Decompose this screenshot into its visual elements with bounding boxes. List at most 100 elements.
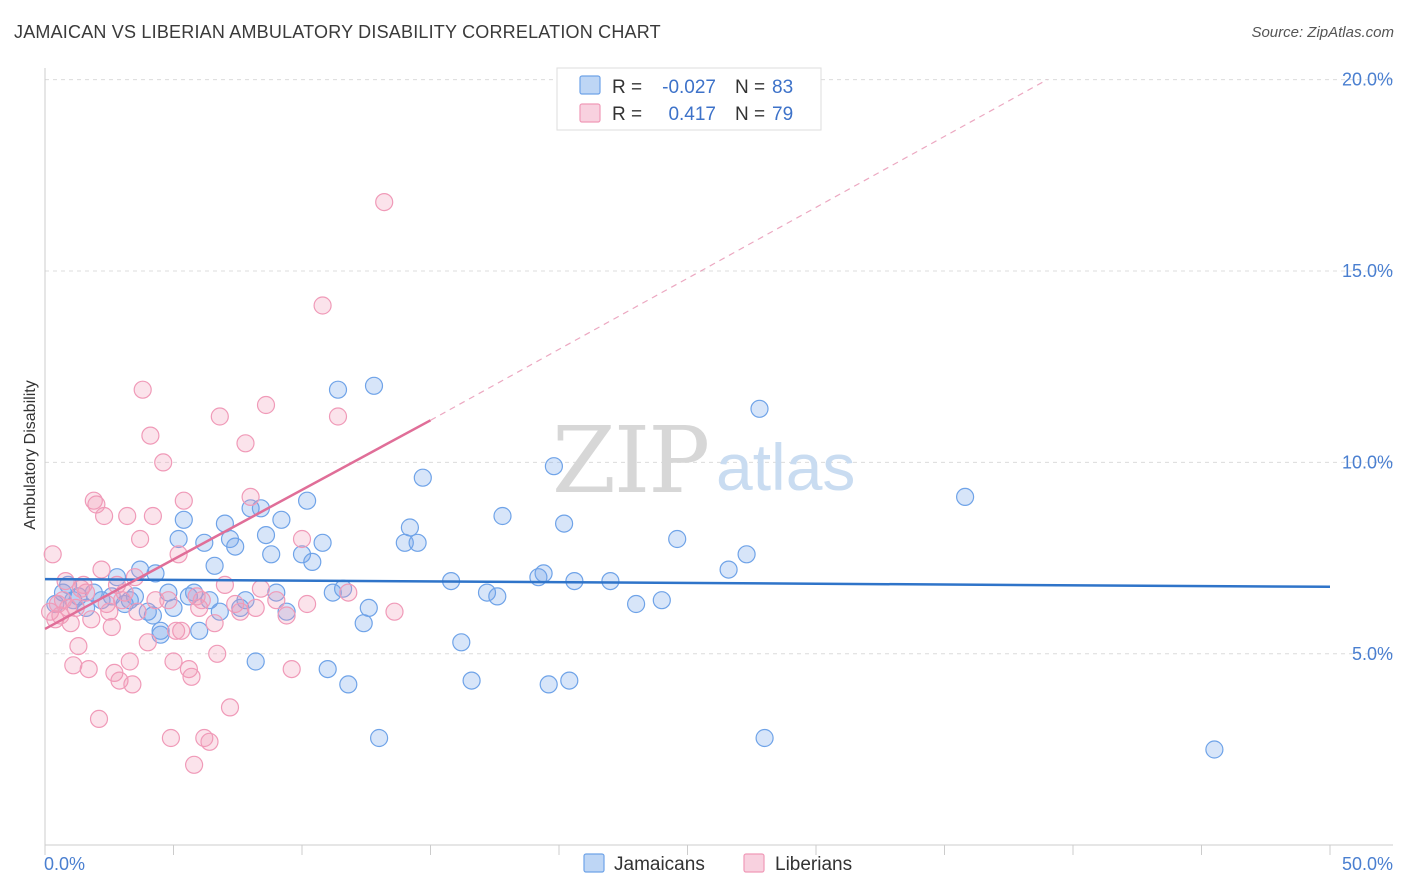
jamaicans-point-36: [246, 652, 265, 671]
bottom-legend-label-liberians: Liberians: [775, 854, 852, 875]
jamaicans-point-70: [554, 514, 574, 533]
liberians-point-51: [185, 755, 204, 774]
jamaicans-point-82: [1205, 740, 1224, 759]
liberians-point-9: [64, 656, 83, 675]
legend-r-label-jamaicans: R =: [612, 77, 642, 98]
liberians-point-45: [167, 621, 186, 640]
liberians-point-67: [251, 579, 270, 598]
jamaicans-point-34: [236, 591, 255, 610]
liberians-point-44: [164, 652, 183, 671]
liberians-point-16: [82, 610, 101, 629]
jamaicans-point-67: [534, 564, 553, 583]
liberians-point-15: [79, 659, 98, 679]
jamaicans-point-21: [169, 529, 188, 549]
liberians-point-70: [277, 606, 296, 625]
axes: [44, 68, 1393, 855]
jamaicans-point-77: [719, 560, 738, 579]
liberians-point-43: [161, 728, 180, 748]
liberians-point-23: [100, 602, 119, 621]
jamaicans-point-28: [205, 556, 224, 575]
bottom-legend-swatch-jamaicans: [583, 853, 605, 873]
legend-n-label-liberians: N =: [735, 104, 765, 125]
jamaicans-trend-line: [44, 577, 1331, 589]
top-legend-box: [556, 67, 822, 131]
liberians-point-75: [328, 407, 348, 426]
liberians-point-73: [298, 594, 317, 614]
liberians-point-74: [313, 296, 332, 315]
y-tick-label-0: 5.0%: [1352, 644, 1393, 664]
jamaicans-point-71: [560, 671, 579, 690]
jamaicans-point-42: [277, 602, 296, 621]
jamaicans-point-25: [190, 621, 209, 640]
liberians-point-30: [118, 506, 137, 526]
legend-r-value-liberians: 0.417: [668, 104, 716, 125]
liberians-point-71: [282, 659, 301, 679]
y-tick-label-1: 10.0%: [1342, 452, 1393, 472]
liberians-point-61: [220, 698, 240, 717]
liberians-point-34: [128, 602, 147, 621]
legend-r-value-jamaicans: -0.027: [662, 77, 716, 98]
jamaicans-point-51: [339, 675, 358, 694]
jamaicans-point-78: [737, 545, 756, 564]
jamaicans-point-41: [272, 510, 291, 529]
jamaicans-point-32: [226, 537, 245, 556]
jamaicans-point-62: [462, 671, 481, 690]
jamaicans-point-55: [370, 728, 389, 748]
jamaicans-point-59: [413, 468, 432, 487]
jamaicans-point-46: [313, 533, 332, 552]
jamaicans-point-48: [323, 583, 342, 602]
liberians-point-37: [138, 633, 157, 652]
jamaicans-point-15: [143, 606, 162, 625]
liberians-point-56: [200, 732, 219, 751]
jamaicans-point-68: [539, 675, 558, 694]
liberians-point-68: [256, 395, 276, 415]
jamaicans-point-52: [354, 614, 373, 633]
jamaicans-point-73: [601, 571, 620, 591]
chart-title: JAMAICAN VS LIBERIAN AMBULATORY DISABILI…: [14, 22, 661, 42]
liberians-point-64: [236, 434, 255, 453]
liberians-point-78: [385, 602, 404, 621]
jamaicans-point-75: [652, 591, 671, 610]
jamaicans-point-54: [364, 376, 384, 395]
liberians-point-39: [143, 506, 162, 526]
x-tick-labels: 0.0% 50.0%: [44, 854, 1393, 874]
jamaicans-point-80: [755, 728, 774, 748]
liberians-point-66: [246, 598, 265, 618]
watermark: ZIP atlas: [552, 407, 855, 514]
jamaicans-point-53: [359, 598, 378, 618]
liberians-point-72: [292, 529, 312, 549]
watermark-atlas: atlas: [716, 430, 855, 504]
liberians-point-31: [120, 652, 139, 671]
liberians-point-54: [192, 591, 211, 610]
liberians-point-69: [267, 591, 286, 610]
top-legend: R = -0.027 N = 83 R = 0.417 N = 79: [556, 67, 822, 131]
trend-layer: [44, 79, 1331, 631]
x-tick-label-1: 50.0%: [1342, 854, 1393, 874]
gridlines: [45, 79, 1393, 655]
liberians-point-50: [182, 667, 201, 686]
x-tick-label-0: 0.0%: [44, 854, 85, 874]
jamaicans-point-39: [262, 545, 281, 564]
y-tick-label-2: 15.0%: [1342, 261, 1393, 281]
jamaicans-point-22: [174, 510, 193, 529]
jamaicans-point-43: [292, 545, 312, 564]
series-layer: [40, 193, 1224, 774]
liberians-point-1: [43, 545, 62, 564]
liberians-point-65: [241, 487, 260, 506]
legend-r-label-liberians: R =: [612, 104, 642, 125]
legend-n-value-jamaicans: 83: [772, 77, 793, 98]
bottom-legend: Jamaicans Liberians: [583, 853, 852, 875]
jamaicans-point-74: [626, 594, 646, 614]
liberians-point-63: [231, 602, 250, 621]
legend-swatch-liberians: [579, 103, 601, 123]
liberians-point-24: [102, 617, 121, 637]
legend-n-label-jamaicans: N =: [735, 77, 765, 98]
watermark-zip: ZIP: [552, 407, 708, 514]
jamaicans-point-61: [452, 633, 471, 652]
bottom-legend-swatch-liberians: [743, 853, 765, 873]
liberians-point-19: [89, 709, 109, 729]
liberians-point-36: [133, 380, 152, 399]
liberians-point-38: [141, 426, 160, 445]
y-tick-label-3: 20.0%: [1342, 70, 1393, 90]
jamaicans-point-65: [493, 506, 512, 526]
